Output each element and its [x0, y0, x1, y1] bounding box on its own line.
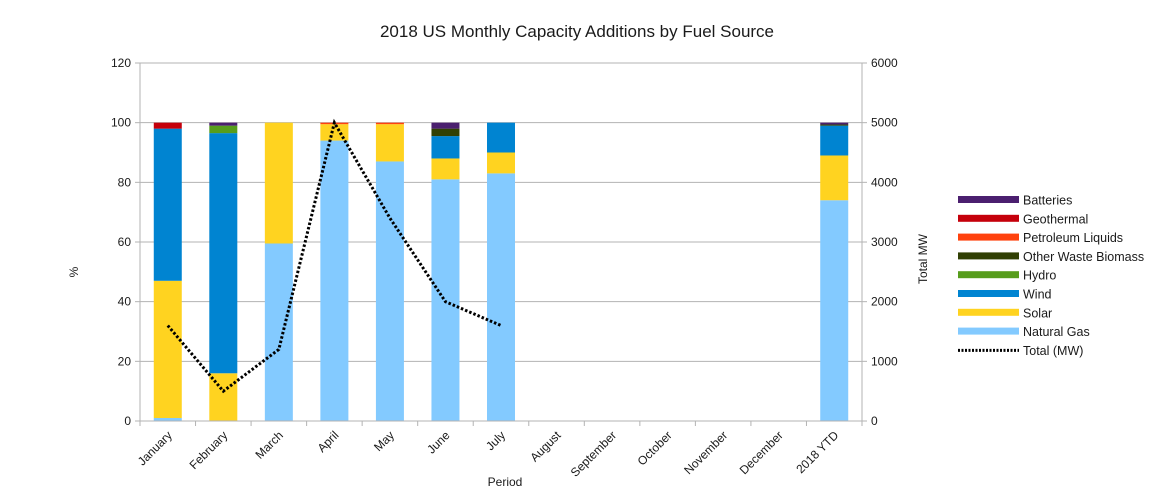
bar-segment	[153, 122, 182, 129]
bar-segment	[820, 124, 849, 126]
y2-tick-label: 6000	[871, 56, 898, 70]
y-tick-label: 120	[111, 56, 131, 70]
legend: Batteries Geothermal Petroleum Liquids Othe…	[958, 194, 1144, 358]
x-tick-label: November	[681, 428, 730, 477]
bar-segment	[431, 128, 460, 137]
x-tick-label: August	[527, 428, 564, 465]
x-tick-label: January	[135, 428, 175, 468]
bar-segment	[431, 179, 460, 421]
bar-segment	[820, 155, 849, 201]
legend-label: Hydro	[1023, 269, 1056, 283]
x-tick-label: February	[187, 428, 231, 472]
bar-segment	[153, 418, 182, 421]
bar-segment	[209, 373, 238, 421]
legend-swatch	[958, 214, 1019, 222]
bar-segment	[209, 122, 238, 126]
bars	[153, 122, 849, 422]
axes	[135, 63, 867, 426]
x-tick-label: May	[371, 428, 397, 454]
y-axis-title: %	[67, 266, 81, 277]
bar-segment	[375, 124, 404, 162]
x-tick-label: April	[315, 428, 342, 455]
bar-segment	[153, 128, 182, 281]
x-tick-label: July	[483, 428, 508, 453]
legend-swatch	[958, 252, 1019, 260]
bar-segment	[487, 122, 515, 153]
y-tick-label: 20	[118, 354, 132, 368]
x-axis-title: Period	[488, 475, 523, 489]
legend-label: Geothermal	[1023, 212, 1088, 226]
y-tick-label: 40	[118, 295, 132, 309]
bar-segment	[320, 124, 349, 141]
bar-segment	[209, 125, 238, 134]
legend-label: Total (MW)	[1023, 344, 1083, 358]
y2-tick-label: 5000	[871, 116, 898, 130]
x-tick-label: March	[252, 428, 285, 461]
x-tick-label: 2018 YTD	[793, 428, 841, 476]
y2-axis-title: Total MW	[916, 233, 930, 284]
chart-title: 2018 US Monthly Capacity Additions by Fu…	[380, 22, 774, 41]
bar-segment	[820, 200, 849, 421]
bar-segment	[320, 140, 349, 422]
x-axis-ticks: January February March April May June July Augu…	[135, 421, 863, 480]
x-tick-label: June	[424, 428, 453, 457]
total-line	[166, 118, 502, 394]
x-tick-label: December	[737, 428, 786, 477]
y2-tick-label: 3000	[871, 235, 898, 249]
legend-label: Wind	[1023, 288, 1052, 302]
legend-label: Other Waste Biomass	[1023, 250, 1144, 264]
bar-segment	[431, 122, 460, 129]
bar-segment	[375, 122, 404, 125]
x-tick-label: October	[635, 428, 675, 468]
y2-tick-label: 1000	[871, 354, 898, 368]
legend-swatch	[958, 271, 1019, 279]
legend-label: Solar	[1023, 306, 1052, 320]
legend-label: Petroleum Liquids	[1023, 231, 1123, 245]
bar-segment	[820, 122, 849, 125]
bar-segment	[264, 122, 293, 244]
y2-tick-label: 4000	[871, 175, 898, 189]
bar-segment	[153, 280, 182, 419]
y2-tick-label: 0	[871, 414, 878, 428]
legend-swatch	[958, 290, 1019, 297]
y-tick-label: 100	[111, 116, 131, 130]
legend-swatch	[958, 327, 1019, 335]
y-axis-ticks: 0 20 40 60 80 100 120	[111, 56, 140, 428]
bar-segment	[487, 152, 515, 174]
legend-label: Natural Gas	[1023, 325, 1090, 339]
x-tick-label: September	[568, 428, 619, 479]
bar-segment	[487, 173, 515, 421]
legend-swatch	[958, 308, 1019, 316]
y2-axis-ticks: 0 1000 2000 3000 4000 5000 6000	[862, 56, 898, 428]
bar-segment	[209, 133, 238, 374]
y2-tick-label: 2000	[871, 295, 898, 309]
legend-swatch	[958, 196, 1019, 203]
bar-segment	[264, 243, 293, 421]
bar-segment	[431, 158, 460, 180]
legend-label: Batteries	[1023, 194, 1072, 208]
y-tick-label: 0	[124, 414, 131, 428]
total-mw-line	[166, 118, 502, 394]
y-tick-label: 60	[118, 235, 132, 249]
bar-segment	[431, 136, 460, 159]
bar-segment	[820, 125, 849, 156]
legend-swatch	[958, 233, 1019, 241]
y-tick-label: 80	[118, 175, 132, 189]
